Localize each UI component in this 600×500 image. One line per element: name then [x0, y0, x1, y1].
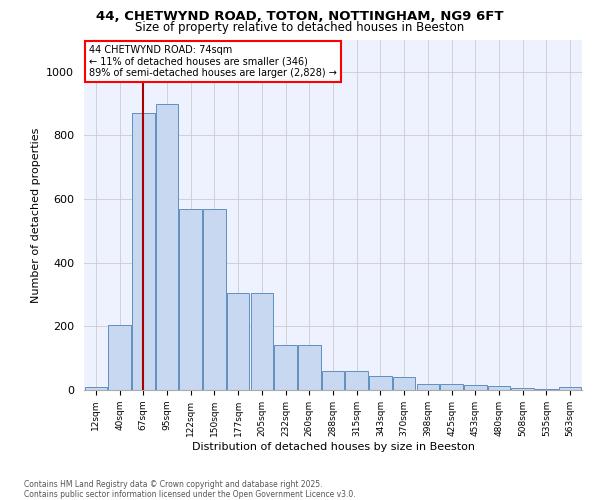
Bar [274, 346, 297, 390]
Bar [251, 293, 273, 390]
Bar [535, 389, 557, 390]
Bar [488, 386, 510, 390]
Bar [416, 384, 439, 390]
Text: 44, CHETWYND ROAD, TOTON, NOTTINGHAM, NG9 6FT: 44, CHETWYND ROAD, TOTON, NOTTINGHAM, NG… [96, 10, 504, 23]
X-axis label: Distribution of detached houses by size in Beeston: Distribution of detached houses by size … [191, 442, 475, 452]
Bar [109, 325, 131, 390]
Bar [85, 387, 107, 390]
Bar [156, 104, 178, 390]
Bar [393, 378, 415, 390]
Text: 44 CHETWYND ROAD: 74sqm
← 11% of detached houses are smaller (346)
89% of semi-d: 44 CHETWYND ROAD: 74sqm ← 11% of detache… [89, 46, 337, 78]
Bar [179, 208, 202, 390]
Bar [322, 371, 344, 390]
Bar [203, 208, 226, 390]
Bar [559, 388, 581, 390]
Y-axis label: Number of detached properties: Number of detached properties [31, 128, 41, 302]
Bar [298, 346, 320, 390]
Text: Contains HM Land Registry data © Crown copyright and database right 2025.
Contai: Contains HM Land Registry data © Crown c… [24, 480, 356, 499]
Bar [464, 385, 487, 390]
Bar [346, 371, 368, 390]
Text: Size of property relative to detached houses in Beeston: Size of property relative to detached ho… [136, 21, 464, 34]
Bar [369, 376, 392, 390]
Bar [511, 388, 534, 390]
Bar [227, 293, 250, 390]
Bar [132, 113, 155, 390]
Bar [440, 384, 463, 390]
